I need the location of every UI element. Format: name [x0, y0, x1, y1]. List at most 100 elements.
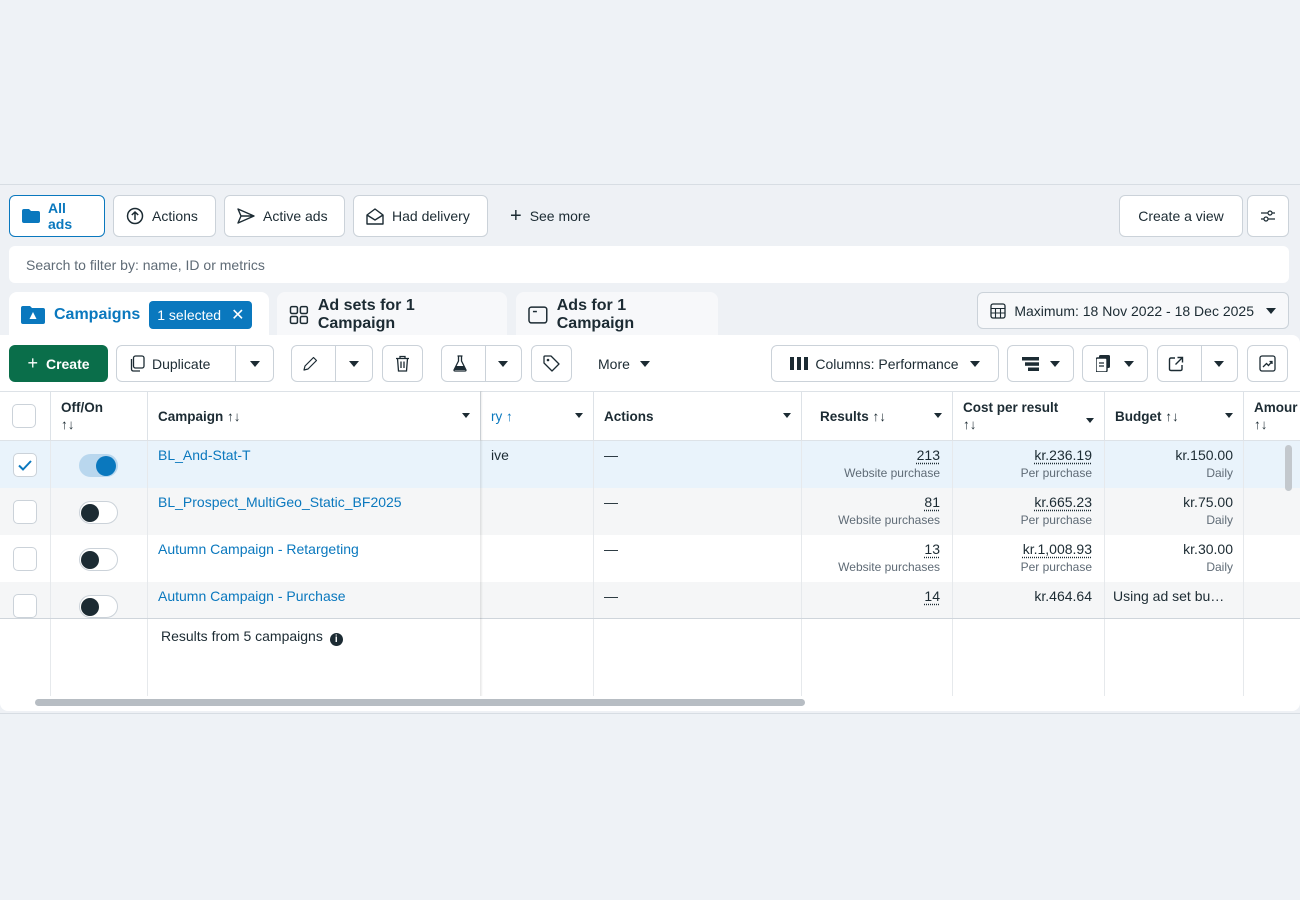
- row-checkbox[interactable]: [13, 500, 37, 524]
- cost-value[interactable]: kr.1,008.93: [1022, 541, 1092, 557]
- chevron-down-icon[interactable]: [575, 413, 583, 418]
- tag-button[interactable]: [531, 345, 572, 382]
- ab-test-button[interactable]: [441, 345, 522, 382]
- select-all-checkbox[interactable]: [12, 404, 36, 428]
- tab-label: Ad sets for 1 Campaign: [317, 297, 415, 332]
- row-select-cell: [0, 441, 51, 488]
- see-more-label: See more: [529, 208, 591, 224]
- delete-button[interactable]: [382, 345, 423, 382]
- table-row[interactable]: BL_And-Stat-T ive — 213 Website purchase…: [0, 441, 1300, 488]
- campaign-name[interactable]: BL_And-Stat-T: [158, 447, 251, 463]
- cost-value[interactable]: kr.464.64: [1034, 588, 1092, 604]
- toggle-cell: [51, 582, 148, 618]
- results-type: Website purchases: [838, 560, 940, 574]
- header-delivery[interactable]: ry ↑: [481, 392, 594, 441]
- charts-button[interactable]: [1247, 345, 1288, 382]
- actions-cell: —: [594, 535, 802, 582]
- cost-value[interactable]: kr.236.19: [1034, 447, 1092, 463]
- table-footer: Results from 5 campaigns i: [0, 618, 1300, 696]
- create-button[interactable]: + Create: [9, 345, 108, 382]
- tab-ad-sets[interactable]: Ad sets for 1 Campaign: [277, 292, 507, 338]
- campaign-name[interactable]: Autumn Campaign - Retargeting: [158, 541, 359, 557]
- actions-cell: —: [594, 488, 802, 535]
- campaign-name[interactable]: Autumn Campaign - Purchase: [158, 588, 346, 604]
- chevron-down-icon: [1124, 360, 1134, 367]
- vertical-scrollbar[interactable]: [1285, 445, 1292, 491]
- cost-type: Per purchase: [1020, 466, 1092, 480]
- more-button[interactable]: More: [598, 345, 650, 382]
- header-label: ry ↑: [491, 409, 513, 424]
- header-budget[interactable]: Budget ↑↓: [1105, 392, 1244, 441]
- columns-button[interactable]: Columns: Performance: [771, 345, 999, 382]
- selected-count: 1 selected: [157, 307, 222, 323]
- row-checkbox[interactable]: [13, 594, 37, 618]
- duplicate-dropdown[interactable]: [235, 346, 273, 381]
- campaign-toggle[interactable]: [79, 548, 118, 571]
- campaign-toggle[interactable]: [79, 454, 118, 477]
- close-icon[interactable]: ✕: [231, 307, 245, 324]
- breakdown-button[interactable]: [1007, 345, 1074, 382]
- header-label: Budget ↑↓: [1115, 409, 1179, 424]
- row-checkbox[interactable]: [13, 453, 37, 477]
- edit-button[interactable]: [291, 345, 373, 382]
- table-row[interactable]: Autumn Campaign - Retargeting — 13 Websi…: [0, 535, 1300, 582]
- header-campaign[interactable]: Campaign ↑↓: [148, 392, 481, 441]
- grid-icon: [289, 305, 309, 325]
- campaign-toggle[interactable]: [79, 595, 118, 618]
- date-range-picker[interactable]: Maximum: 18 Nov 2022 - 18 Dec 2025: [977, 292, 1289, 329]
- chevron-down-icon[interactable]: [934, 413, 942, 418]
- header-amount-spent[interactable]: Amour ↑↓: [1244, 392, 1300, 441]
- view-all-ads-button[interactable]: All ads: [9, 195, 105, 237]
- frozen-column-divider: [480, 391, 483, 696]
- sort-icon: ↑↓: [963, 417, 977, 432]
- search-input[interactable]: Search to filter by: name, ID or metrics: [9, 246, 1289, 283]
- see-more-button[interactable]: + See more: [510, 195, 590, 237]
- tab-campaigns[interactable]: Campaigns 1 selected ✕: [9, 292, 269, 338]
- view-settings-button[interactable]: [1247, 195, 1289, 237]
- ad-window-icon: [528, 306, 548, 324]
- row-select-cell: [0, 535, 51, 582]
- duplicate-button[interactable]: Duplicate: [116, 345, 274, 382]
- chevron-down-icon[interactable]: [783, 413, 791, 418]
- delivery-cell: [481, 582, 594, 618]
- cost-value[interactable]: kr.665.23: [1034, 494, 1092, 510]
- table-row[interactable]: BL_Prospect_MultiGeo_Static_BF2025 — 81 …: [0, 488, 1300, 535]
- header-cost-per-result[interactable]: Cost per result ↑↓: [953, 392, 1105, 441]
- tab-ads[interactable]: Ads for 1 Campaign: [516, 292, 718, 338]
- chevron-down-icon[interactable]: [1086, 418, 1094, 423]
- campaign-name[interactable]: BL_Prospect_MultiGeo_Static_BF2025: [158, 494, 402, 510]
- results-value[interactable]: 13: [924, 541, 940, 557]
- chevron-down-icon[interactable]: [1225, 413, 1233, 418]
- sliders-icon: [1261, 210, 1275, 222]
- chevron-down-icon[interactable]: [462, 413, 470, 418]
- chevron-down-icon: [1266, 307, 1276, 314]
- view-actions-button[interactable]: Actions: [113, 195, 216, 237]
- selected-badge[interactable]: 1 selected ✕: [149, 301, 253, 329]
- results-value[interactable]: 14: [924, 588, 940, 604]
- horizontal-scrollbar[interactable]: [35, 699, 805, 706]
- edit-dropdown[interactable]: [335, 346, 372, 381]
- campaign-toggle[interactable]: [79, 501, 118, 524]
- create-view-button[interactable]: Create a view: [1119, 195, 1243, 237]
- header-label: Amour: [1254, 400, 1298, 415]
- header-actions[interactable]: Actions: [594, 392, 802, 441]
- info-icon[interactable]: i: [329, 633, 343, 646]
- header-label: Off/On: [61, 400, 103, 415]
- chevron-down-icon: [249, 360, 260, 367]
- delivery-cell: ive: [481, 441, 594, 488]
- view-had-delivery-button[interactable]: Had delivery: [353, 195, 488, 237]
- export-button[interactable]: [1157, 345, 1238, 382]
- toggle-cell: [51, 441, 148, 488]
- duplicate-label: Duplicate: [152, 355, 211, 372]
- export-dropdown[interactable]: [1200, 346, 1237, 381]
- checkmark-icon: [18, 459, 32, 471]
- results-value[interactable]: 213: [916, 447, 940, 463]
- row-checkbox[interactable]: [13, 547, 37, 571]
- ab-test-dropdown[interactable]: [484, 346, 521, 381]
- table-row[interactable]: Autumn Campaign - Purchase — 14 kr.464.6…: [0, 582, 1300, 618]
- header-results[interactable]: Results ↑↓: [802, 392, 953, 441]
- view-active-ads-button[interactable]: Active ads: [224, 195, 345, 237]
- results-value[interactable]: 81: [924, 494, 940, 510]
- header-off-on[interactable]: Off/On ↑↓: [51, 392, 148, 441]
- reports-button[interactable]: [1082, 345, 1148, 382]
